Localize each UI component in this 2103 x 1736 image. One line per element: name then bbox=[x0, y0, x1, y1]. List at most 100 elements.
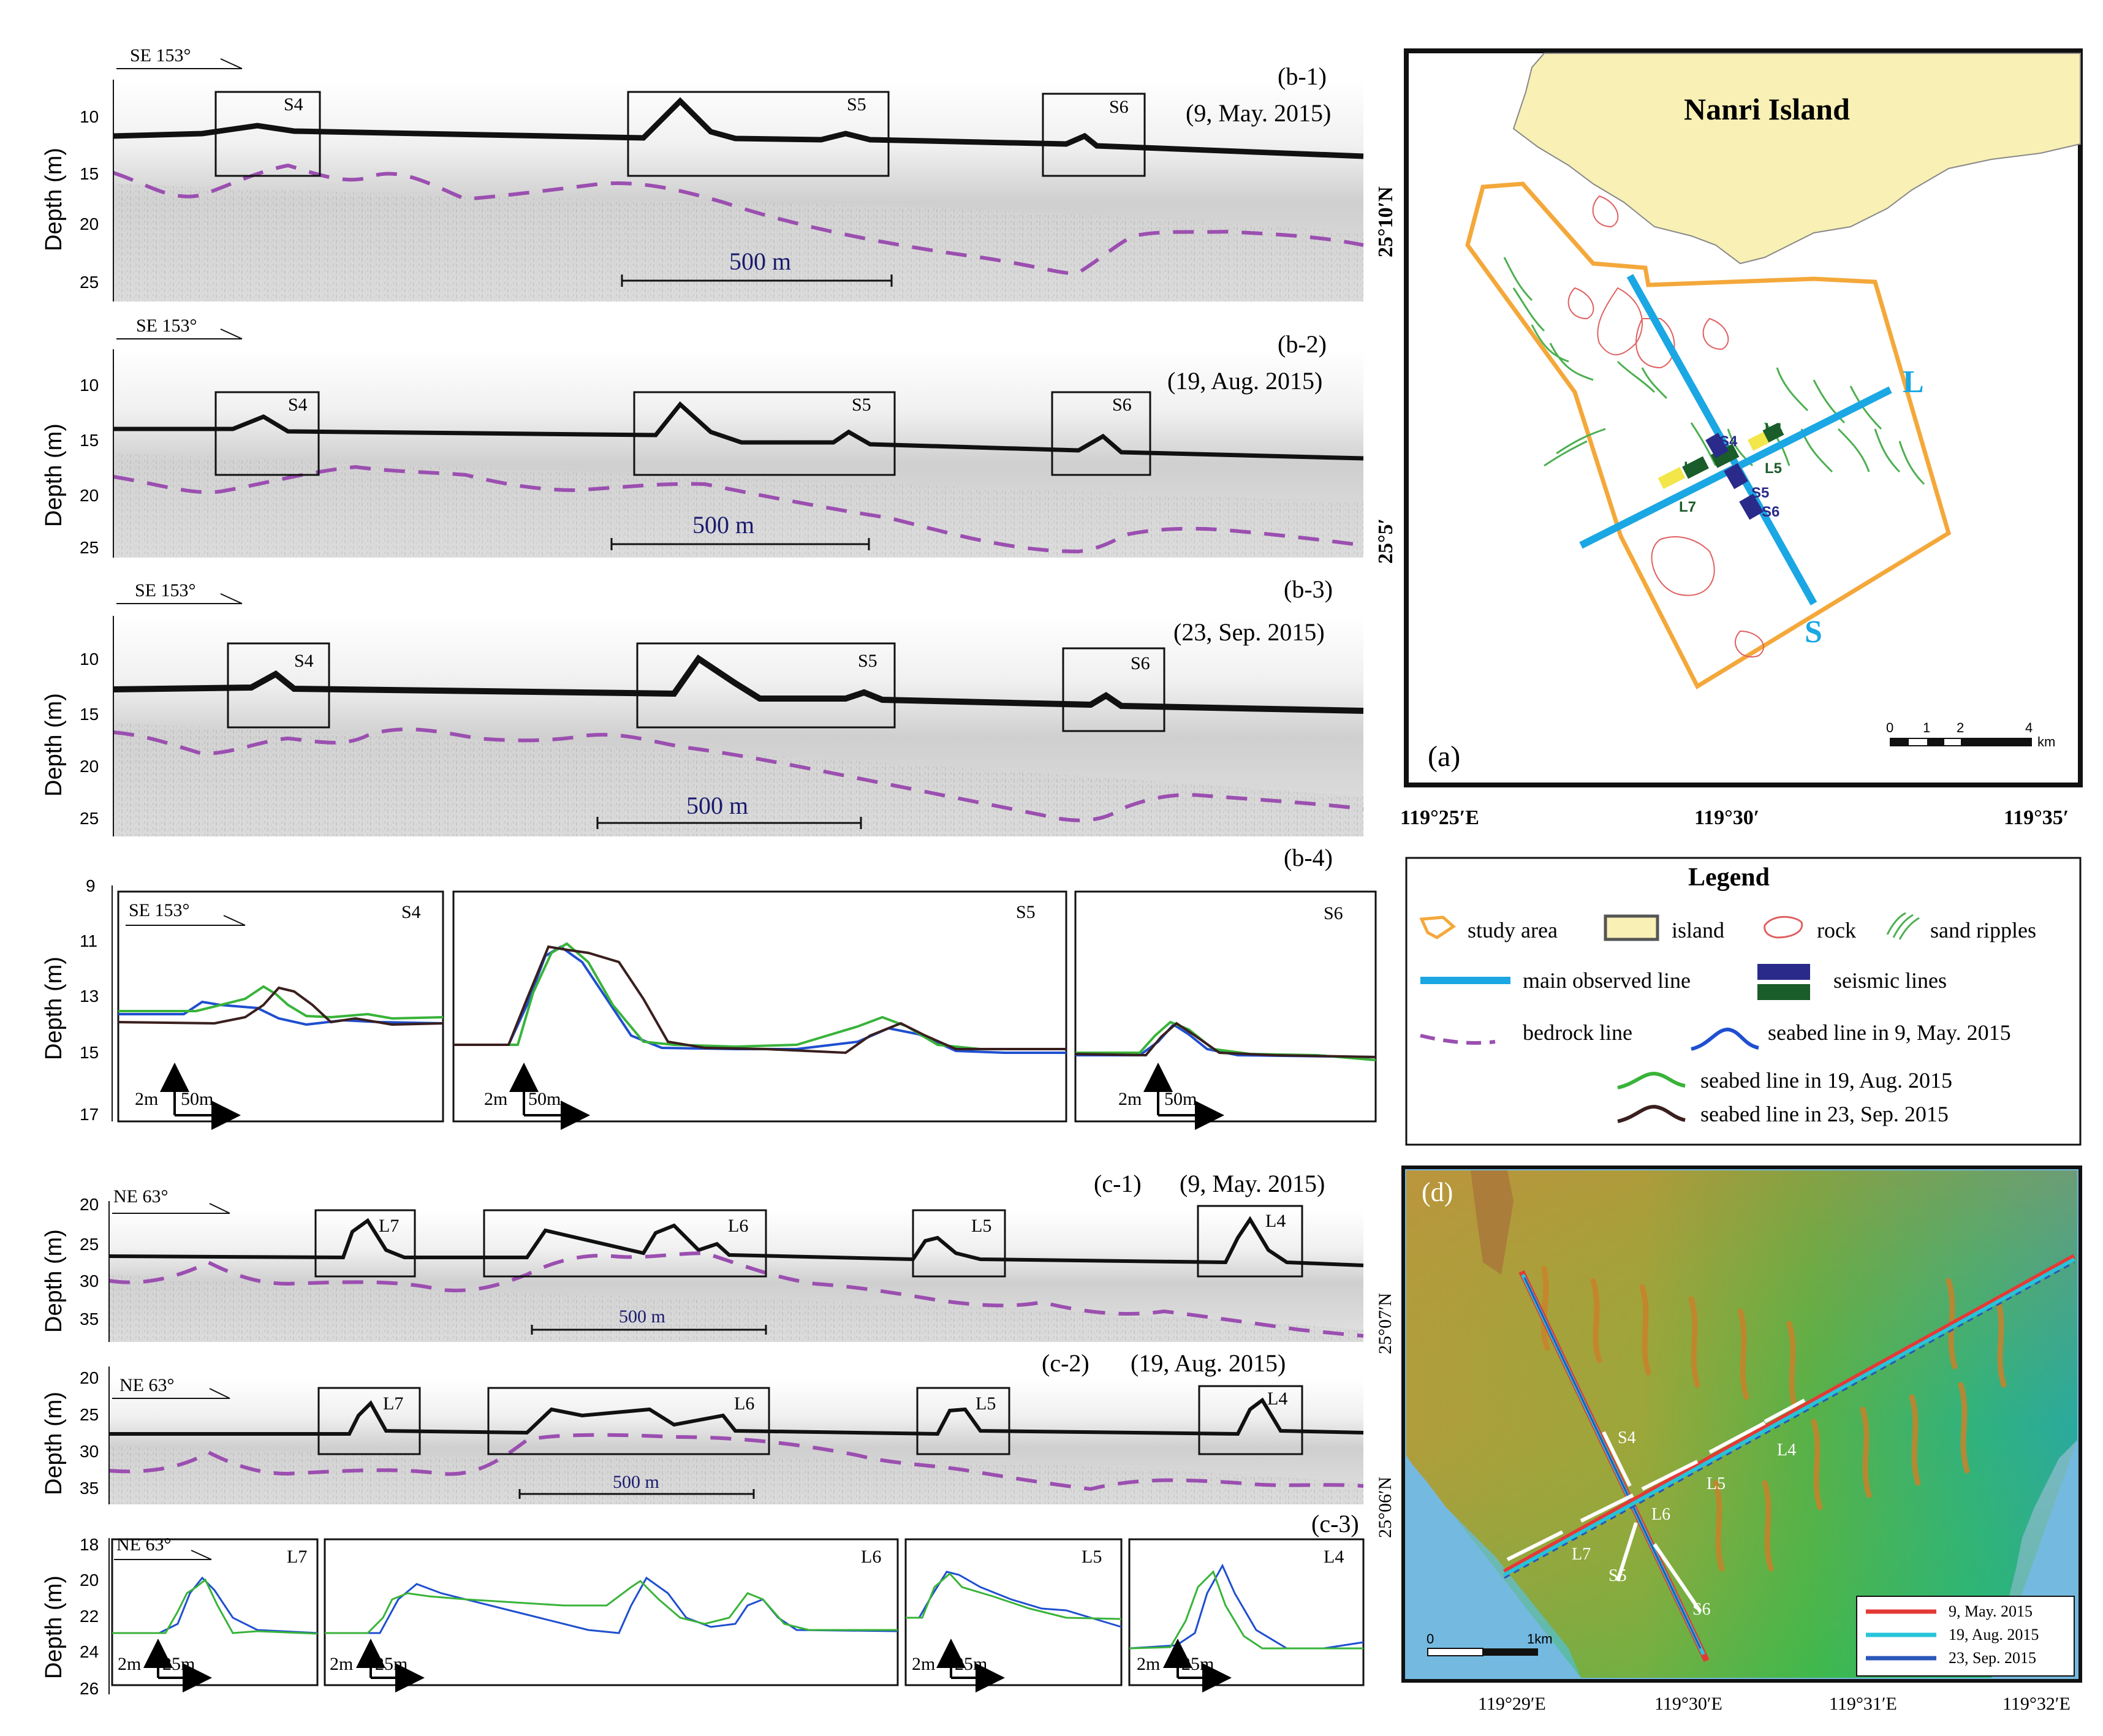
tick-label: 15 bbox=[80, 705, 99, 724]
island-shape bbox=[1512, 53, 2081, 265]
panel-tag: (b-1) bbox=[1278, 63, 1327, 90]
lon-label: 119°32′E bbox=[2003, 1694, 2071, 1714]
lon-label: 119°31′E bbox=[1829, 1694, 1897, 1714]
seabed-reflector bbox=[113, 654, 1364, 714]
direction-arrow-head bbox=[220, 328, 243, 339]
panel-c3: (c-3) Depth (m) 18 20 22 24 26 L7 NE 63°… bbox=[41, 1510, 1365, 1698]
legend-island: island bbox=[1672, 918, 1724, 942]
box-label-L5: L5 bbox=[976, 1393, 996, 1414]
tick-label: 20 bbox=[80, 757, 99, 776]
panel-tag: (c-2) bbox=[1042, 1349, 1089, 1377]
panel-tag: (a) bbox=[1428, 740, 1460, 773]
box-S4 bbox=[227, 642, 330, 729]
bedrock-swatch bbox=[1420, 1034, 1496, 1045]
subpanel-S4 bbox=[117, 890, 444, 1123]
subpanel-label-S4: S4 bbox=[401, 902, 421, 922]
profile-b3: S4 S5 S6 500 m SE 153° (b-3) (23, Sep. 2… bbox=[41, 575, 1364, 836]
box-label-S5: S5 bbox=[847, 94, 866, 115]
island-label: Nanri Island bbox=[1684, 92, 1850, 126]
depth-axis-label: Depth (m) bbox=[41, 1575, 67, 1679]
legend-seismic: seismic lines bbox=[1833, 968, 1947, 993]
segment-label-L6: L6 bbox=[1651, 1505, 1670, 1524]
direction-label: SE 153° bbox=[135, 580, 196, 601]
legend-seabed-may: seabed line in 9, May. 2015 bbox=[1768, 1020, 2011, 1045]
island-swatch bbox=[1604, 914, 1659, 941]
lon-label: 119°25′E bbox=[1400, 806, 1479, 829]
direction-label: SE 153° bbox=[130, 45, 191, 66]
study-area-polygon bbox=[1465, 181, 1952, 689]
segment-markers bbox=[1506, 1398, 1806, 1613]
sandwave-crests bbox=[1540, 1265, 2007, 1572]
map-d: S4 L4 L5 L6 L7 S5 S6 0 1km 9, May. 2015 … bbox=[1375, 1166, 2082, 1714]
panel-tag: (b-4) bbox=[1284, 844, 1333, 871]
legend-title: Legend bbox=[1688, 863, 1770, 892]
tick-label: 20 bbox=[80, 486, 99, 505]
tick-label: 35 bbox=[80, 1479, 99, 1498]
tick-label: 24 bbox=[80, 1642, 99, 1661]
box-L6 bbox=[487, 1387, 770, 1455]
map-d-scalebar bbox=[1427, 1648, 1483, 1656]
seismic-label-L5: L5 bbox=[1765, 460, 1782, 477]
direction-arrow-head bbox=[191, 1550, 212, 1560]
tick-label: 25 bbox=[80, 1235, 99, 1254]
scale-label: 500 m bbox=[686, 792, 748, 819]
seabed-line-aug bbox=[906, 1572, 1122, 1620]
seismic-segment bbox=[1762, 422, 1784, 443]
scale-label-50m: 50m bbox=[1164, 1089, 1197, 1109]
scalebar-label: 4 bbox=[2025, 720, 2033, 735]
seabed-line-aug bbox=[325, 1580, 898, 1634]
tick-label: 10 bbox=[80, 107, 99, 126]
box-label-S4: S4 bbox=[284, 94, 303, 115]
legend-main-line: main observed line bbox=[1523, 968, 1691, 993]
subpanel-label-L6: L6 bbox=[861, 1547, 881, 1567]
bedrock-line bbox=[108, 1433, 1364, 1492]
survey-line-L-may bbox=[1503, 1254, 2075, 1574]
scale-label: 500 m bbox=[692, 511, 754, 539]
lon-label: 119°30′ bbox=[1694, 806, 1759, 829]
profile-b2: S4 S5 S6 500 m SE 153° (b-2) (19, Aug. 2… bbox=[41, 316, 1364, 558]
key-label-may: 9, May. 2015 bbox=[1949, 1602, 2033, 1620]
scale-label: 500 m bbox=[729, 248, 791, 275]
box-label-L6: L6 bbox=[734, 1393, 754, 1414]
box-S6 bbox=[1042, 93, 1146, 177]
sonar-noise bbox=[109, 1446, 1363, 1504]
box-label-S4: S4 bbox=[288, 395, 308, 415]
seabed-line-sep bbox=[453, 945, 1066, 1055]
tick-label: 25 bbox=[80, 809, 99, 828]
key-label-aug: 19, Aug. 2015 bbox=[1949, 1626, 2039, 1643]
scale-label-2m: 2m bbox=[118, 1654, 141, 1674]
bedrock-line bbox=[113, 727, 1364, 822]
seabed-line-sep bbox=[1075, 1022, 1376, 1058]
seabed-may-swatch bbox=[1691, 1027, 1759, 1051]
sonar-noise bbox=[109, 1275, 1363, 1342]
line-label-S: S bbox=[1805, 615, 1822, 650]
panel-date: (9, May. 2015) bbox=[1180, 1170, 1325, 1197]
map-d-scalebar bbox=[1483, 1648, 1538, 1656]
survey-line-S-sep bbox=[1523, 1277, 1702, 1649]
box-label-L4: L4 bbox=[1265, 1211, 1286, 1231]
map-a: Nanri Island L S S4 L4 bbox=[1374, 48, 2083, 829]
seismic-label-L7: L7 bbox=[1679, 499, 1696, 515]
direction-arrow-head bbox=[220, 58, 243, 69]
tick-label: 15 bbox=[80, 164, 99, 183]
depth-axis-label: Depth (m) bbox=[41, 1229, 67, 1333]
scale-label-2m: 2m bbox=[484, 1089, 507, 1109]
box-S5 bbox=[633, 391, 896, 476]
tick-label: 13 bbox=[80, 987, 99, 1006]
seismic-segment bbox=[1682, 456, 1709, 479]
tick-label: 20 bbox=[80, 1368, 99, 1387]
panel-date: (9, May. 2015) bbox=[1186, 99, 1331, 127]
seismic-label-L4: L4 bbox=[1765, 420, 1783, 437]
sonar-noise bbox=[113, 453, 1363, 558]
lat-label: 25°06′N bbox=[1375, 1477, 1395, 1538]
lat-label: 25°07′N bbox=[1375, 1293, 1395, 1354]
tick-label: 11 bbox=[80, 931, 97, 950]
legend: Legend study area island rock sand rippl… bbox=[1405, 857, 2082, 1146]
seismic-segment bbox=[1710, 444, 1740, 468]
bathymetry-shading bbox=[1406, 1170, 2077, 1678]
depth-axis-label: Depth (m) bbox=[41, 1392, 67, 1495]
box-label-L6: L6 bbox=[728, 1216, 748, 1236]
panel-tag: (b-2) bbox=[1278, 330, 1327, 358]
legend-bedrock: bedrock line bbox=[1523, 1020, 1632, 1045]
segment-label-L7: L7 bbox=[1572, 1545, 1591, 1564]
